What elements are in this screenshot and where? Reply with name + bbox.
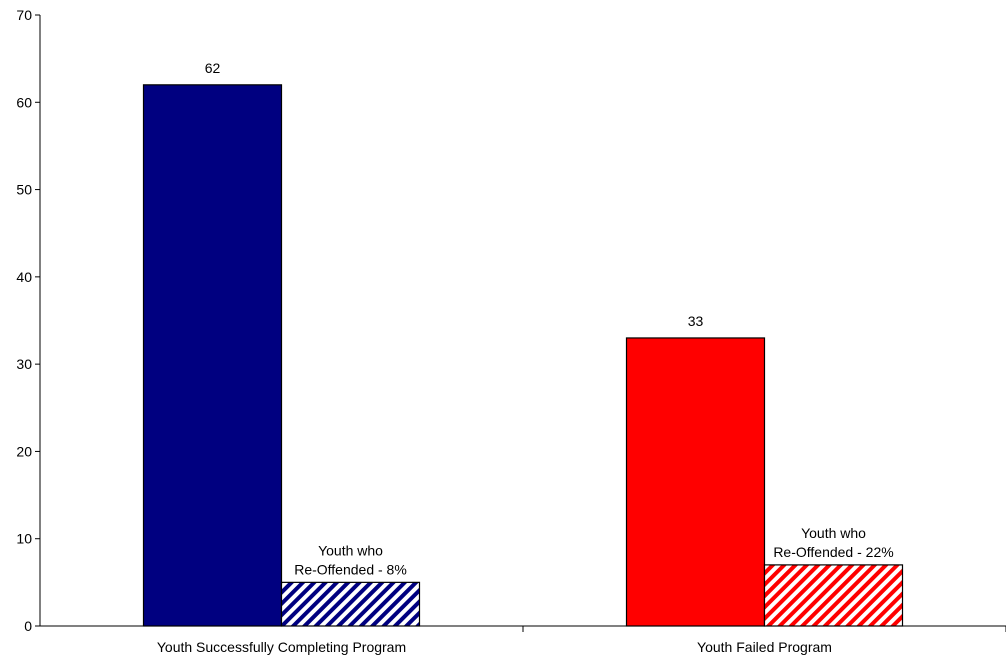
y-tick-label: 50 — [16, 182, 32, 198]
bar-reoffended — [763, 564, 904, 627]
x-category-label: Youth Successfully Completing Program — [157, 639, 406, 655]
y-tick-label: 60 — [16, 94, 32, 110]
bar-total — [625, 337, 766, 627]
bar-annotation-label: Re-Offended - 8% — [294, 561, 407, 577]
bar-annotation-label: Re-Offended - 22% — [773, 544, 893, 560]
bar-annotation-label: Youth who — [318, 542, 383, 558]
bar-total — [142, 84, 283, 627]
bar-value-label: 62 — [205, 60, 221, 76]
bar-value-label: 33 — [688, 313, 704, 329]
y-tick-label: 20 — [16, 443, 32, 459]
y-tick-label: 70 — [16, 7, 32, 23]
x-category-label: Youth Failed Program — [697, 639, 832, 655]
y-tick-label: 40 — [16, 269, 32, 285]
y-tick-label: 0 — [24, 618, 32, 634]
y-tick-label: 10 — [16, 531, 32, 547]
bar-annotation-label: Youth who — [801, 525, 866, 541]
y-tick-label: 30 — [16, 356, 32, 372]
bar-reoffended — [280, 581, 421, 627]
